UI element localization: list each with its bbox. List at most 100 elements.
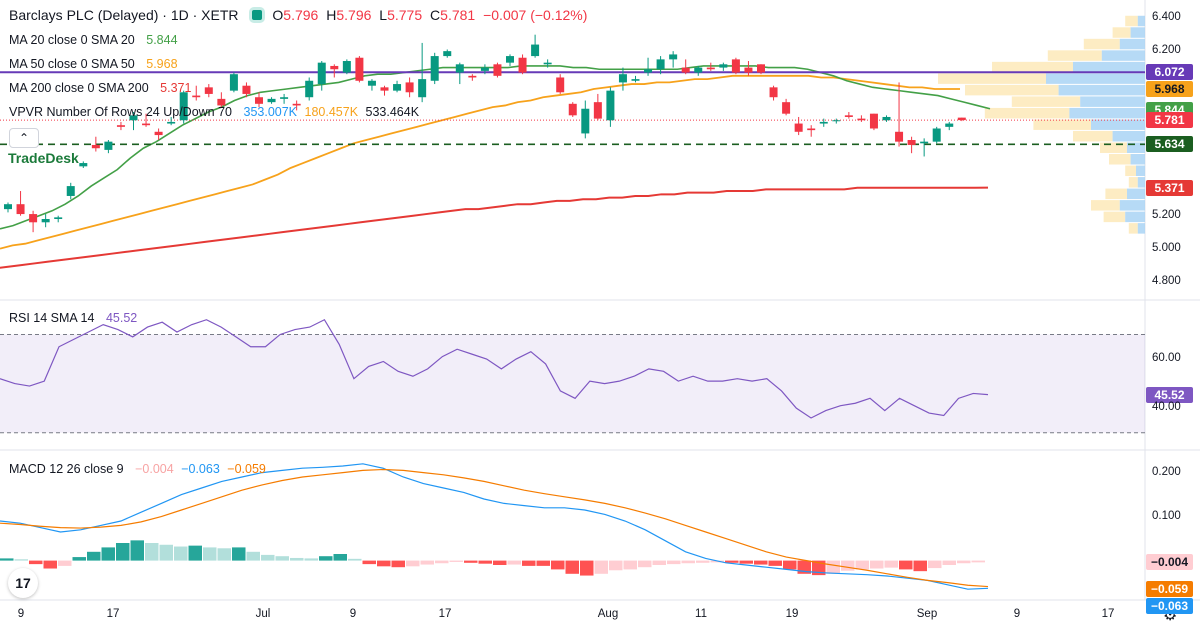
candle-body [217, 98, 226, 106]
ma200-line [0, 186, 989, 269]
vp-up-bar [1058, 84, 1145, 96]
rsi-label: RSI 14 SMA 14 [9, 311, 95, 325]
candle-body [480, 67, 489, 71]
candle-body [932, 128, 941, 142]
macd-histogram-bar [348, 558, 362, 561]
volume-profile [938, 15, 1145, 234]
open-label: O [272, 7, 284, 23]
rsi-legend[interactable]: RSI 14 SMA 14 45.52 [9, 310, 141, 326]
ma20-label: MA 20 close 0 SMA 20 [9, 33, 135, 47]
price-tag: 5.968 [1146, 81, 1193, 98]
candle-body [895, 131, 904, 142]
ma50-legend[interactable]: MA 50 close 0 SMA 50 5.968 [9, 56, 182, 72]
vp-down-bar [1103, 211, 1126, 223]
time-axis-label: Aug [597, 608, 619, 620]
tradingview-logo[interactable]: 17 [8, 568, 38, 598]
macd-histogram-bar [203, 547, 217, 561]
price-axis-label: 6.400 [1152, 11, 1181, 24]
candle-body [154, 131, 163, 136]
candle-body [167, 121, 176, 124]
candle-body [794, 123, 803, 132]
candle-body [41, 219, 50, 223]
candle-body [757, 64, 765, 73]
candle-body [493, 64, 502, 76]
macd-histogram-bar [333, 554, 347, 561]
macd-histogram-bar [87, 551, 101, 561]
vp-down-bar [1073, 130, 1113, 142]
macd-legend[interactable]: MACD 12 26 close 9 −0.004 −0.063 −0.059 [9, 461, 270, 477]
macd-signal-value: −0.059 [227, 462, 266, 476]
macd-histogram-bar [638, 560, 652, 568]
header-legend: Barclays PLC (Delayed) · 1D · XETR O5.79… [9, 7, 591, 23]
rsi-pane [0, 318, 1145, 434]
macd-histogram-bar [406, 560, 420, 567]
horizontal-lines [0, 71, 1145, 146]
candle-body [29, 214, 38, 223]
rsi-value: 45.52 [105, 311, 138, 325]
macd-histogram-bar [652, 560, 666, 565]
vp-down-bar [1128, 223, 1138, 234]
macd-value: −0.063 [181, 462, 220, 476]
candle-body [179, 92, 188, 121]
ma200-value: 5.371 [160, 81, 192, 95]
candle-body [694, 67, 703, 73]
vp-up-bar [1119, 38, 1145, 50]
macd-histogram-bar [623, 560, 637, 570]
price-tag: 5.781 [1146, 112, 1193, 129]
time-axis-label: Jul [255, 608, 271, 620]
candle-body [129, 115, 138, 121]
macd-histogram-bar [551, 560, 565, 570]
macd-histogram-bar [913, 560, 927, 572]
vp-up-bar [1127, 188, 1145, 200]
candle-body [16, 204, 25, 215]
candle-body [593, 102, 602, 119]
macd-histogram-bar [681, 560, 695, 564]
macd-histogram-bar [884, 560, 898, 568]
vp-down-bar [1125, 165, 1136, 177]
ma50-value: 5.968 [146, 57, 178, 71]
vp-up-bar [1091, 119, 1145, 130]
candle-body [292, 103, 301, 106]
macd-histogram-bar [826, 560, 840, 574]
vp-up-bar [1130, 154, 1145, 165]
ma200-legend[interactable]: MA 200 close 0 SMA 200 5.371 [9, 80, 195, 96]
price-tag: 6.072 [1146, 64, 1193, 81]
macd-histogram-bar [130, 540, 144, 561]
candle-body [518, 57, 527, 73]
candle-body [945, 123, 954, 127]
vp-down-bar [1109, 154, 1131, 165]
collapse-legend-button[interactable]: ⌃ [9, 128, 39, 148]
time-axis-label: 11 [695, 608, 707, 620]
candle-body [267, 98, 276, 103]
close-value: 5.781 [440, 7, 476, 23]
macd-histogram-bar [493, 560, 507, 565]
candle-body [744, 67, 753, 73]
vp-down-bar [965, 84, 1059, 96]
ma20-legend[interactable]: MA 20 close 0 SMA 20 5.844 [9, 32, 182, 48]
candle-body [54, 217, 63, 220]
candle-body [769, 87, 778, 98]
macd-hist-tag: −0.004 [1146, 554, 1193, 571]
candle-body [355, 57, 364, 81]
candle-body [782, 102, 791, 114]
macd-hist-value: −0.004 [135, 462, 174, 476]
candle-body [342, 61, 351, 73]
candle-body [631, 79, 640, 81]
candle-body [706, 67, 715, 70]
moving-averages [0, 65, 991, 269]
candle-body [192, 95, 201, 98]
macd-histogram-bar [101, 547, 115, 561]
symbol-title[interactable]: Barclays PLC (Delayed) · 1D · XETR [9, 7, 239, 23]
vp-up-bar [1080, 96, 1145, 107]
macd-histogram-bar [435, 560, 449, 564]
candle-body [91, 144, 100, 149]
ma200-label: MA 200 close 0 SMA 200 [9, 81, 149, 95]
macd-pane [0, 463, 989, 590]
candle-body [669, 54, 678, 60]
candle-body [393, 84, 402, 91]
macd-label: MACD 12 26 close 9 [9, 462, 124, 476]
candle-body [556, 77, 565, 93]
vpvr-legend[interactable]: VPVR Number Of Rows 24 Up/Down 70 353.00… [9, 104, 423, 120]
candlesticks [4, 34, 966, 233]
